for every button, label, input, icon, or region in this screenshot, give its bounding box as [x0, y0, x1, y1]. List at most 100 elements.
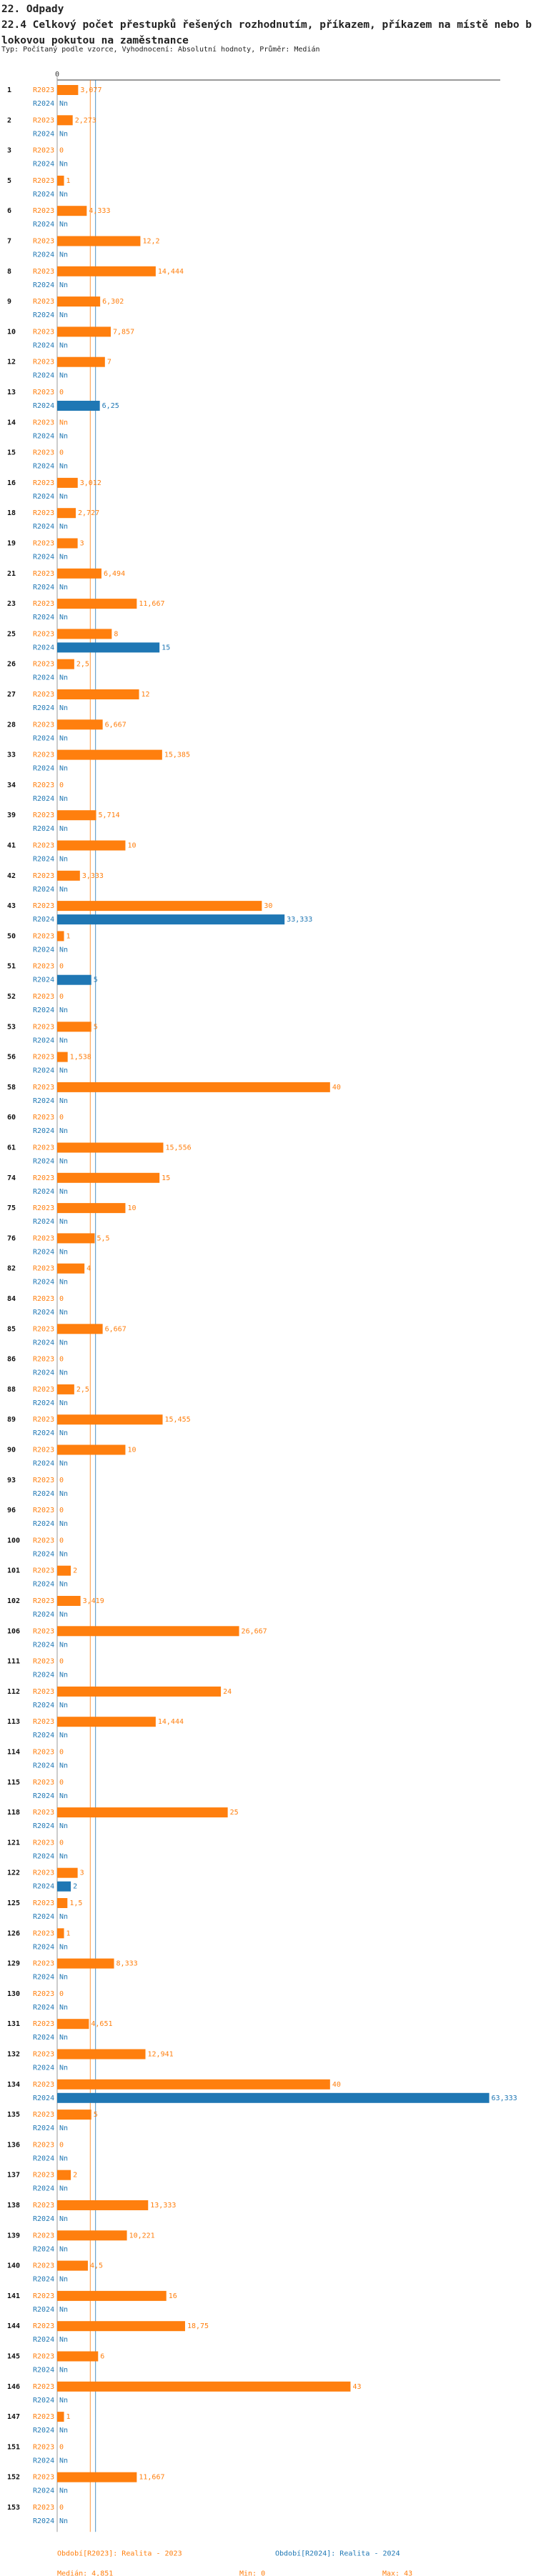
- row-label: R2024: [33, 946, 54, 954]
- category-label: 89: [7, 1416, 16, 1424]
- category-label: 52: [7, 993, 16, 1001]
- row-label: R2023: [33, 449, 54, 457]
- row-label: R2023: [33, 1477, 54, 1484]
- value-label: Nn: [59, 1672, 68, 1679]
- value-label: 10,221: [129, 2232, 155, 2240]
- category-label: 28: [7, 721, 16, 729]
- value-label: 3: [80, 1869, 84, 1877]
- value-label: Nn: [59, 281, 68, 289]
- row-label: R2024: [33, 161, 54, 169]
- row-label: R2024: [33, 1520, 54, 1528]
- value-label: Nn: [59, 1520, 68, 1528]
- row-label: R2024: [33, 1188, 54, 1196]
- value-label: 5: [94, 977, 98, 984]
- row-label: R2024: [33, 2125, 54, 2132]
- row-label: R2023: [33, 509, 54, 517]
- value-label: Nn: [59, 1611, 68, 1619]
- category-label: 147: [7, 2413, 20, 2421]
- category-label: 106: [7, 1627, 20, 1635]
- row-label: R2023: [33, 1447, 54, 1454]
- category-label: 101: [7, 1567, 20, 1575]
- row-label: R2023: [33, 2202, 54, 2210]
- value-label: 43: [352, 2383, 361, 2391]
- value-label: Nn: [59, 2276, 68, 2284]
- row-label: R2024: [33, 1007, 54, 1014]
- row-label: R2024: [33, 1369, 54, 1377]
- value-label: 6,667: [105, 1325, 126, 1333]
- value-label: 4: [86, 1265, 91, 1273]
- value-label: 1: [66, 177, 71, 185]
- value-label: Nn: [59, 100, 68, 108]
- row-label: R2024: [33, 1429, 54, 1437]
- value-label: Nn: [59, 161, 68, 169]
- bar: [57, 1717, 156, 1727]
- row-label: R2024: [33, 311, 54, 319]
- row-label: R2024: [33, 1974, 54, 1982]
- bar: [57, 2170, 71, 2180]
- bar: [57, 2260, 88, 2271]
- value-label: 2,273: [75, 116, 96, 124]
- value-label: 15,455: [165, 1416, 191, 1424]
- value-label: 0: [59, 449, 64, 457]
- category-label: 138: [7, 2202, 20, 2210]
- category-label: 102: [7, 1597, 20, 1605]
- category-label: 132: [7, 2051, 20, 2059]
- row-label: R2024: [33, 795, 54, 803]
- category-label: 50: [7, 932, 16, 940]
- category-label: 84: [7, 1295, 16, 1303]
- category-label: 10: [7, 328, 16, 336]
- value-label: 15: [162, 1174, 170, 1182]
- row-label: R2023: [33, 1749, 54, 1757]
- row-label: R2024: [33, 765, 54, 773]
- row-label: R2024: [33, 2336, 54, 2344]
- row-label: R2023: [33, 721, 54, 729]
- row-label: R2024: [33, 977, 54, 984]
- row-label: R2023: [33, 1809, 54, 1817]
- category-label: 122: [7, 1869, 20, 1877]
- value-label: 33,333: [287, 916, 312, 924]
- value-label: 1: [66, 2413, 71, 2421]
- value-label: Nn: [59, 1339, 68, 1347]
- bar: [57, 1233, 95, 1244]
- value-label: 26,667: [242, 1627, 267, 1635]
- row-label: R2024: [33, 825, 54, 833]
- category-label: 75: [7, 1204, 16, 1212]
- row-label: R2024: [33, 2065, 54, 2072]
- row-label: R2024: [33, 1218, 54, 1226]
- bar: [57, 1928, 64, 1939]
- row-label: R2023: [33, 1929, 54, 1937]
- category-label: 16: [7, 479, 16, 487]
- bar: [57, 236, 141, 246]
- value-label: 0: [59, 1356, 64, 1364]
- bar: [57, 1626, 239, 1637]
- row-label: R2024: [33, 2215, 54, 2223]
- value-label: Nn: [59, 674, 68, 682]
- row-label: R2024: [33, 1732, 54, 1739]
- value-label: Nn: [59, 251, 68, 259]
- row-label: R2024: [33, 1248, 54, 1256]
- bar: [57, 2472, 137, 2482]
- category-label: 146: [7, 2383, 20, 2391]
- row-label: R2024: [33, 402, 54, 410]
- value-label: Nn: [59, 1792, 68, 1800]
- row-label: R2024: [33, 221, 54, 229]
- category-label: 7: [7, 238, 11, 246]
- row-label: R2024: [33, 1550, 54, 1558]
- row-label: R2024: [33, 1279, 54, 1287]
- row-label: R2023: [33, 1839, 54, 1847]
- bar: [57, 1384, 74, 1394]
- row-label: R2024: [33, 1339, 54, 1347]
- bar: [57, 901, 262, 912]
- value-label: Nn: [59, 825, 68, 833]
- value-label: Nn: [59, 1067, 68, 1075]
- bar: [57, 689, 139, 699]
- value-label: 0: [59, 1839, 64, 1847]
- category-label: 130: [7, 1990, 20, 1998]
- row-label: R2023: [33, 2262, 54, 2270]
- category-label: 27: [7, 691, 16, 699]
- category-label: 141: [7, 2292, 20, 2300]
- value-label: Nn: [59, 1550, 68, 1558]
- row-label: R2024: [33, 1309, 54, 1317]
- value-label: Nn: [59, 2397, 68, 2405]
- value-label: 12,941: [148, 2051, 174, 2059]
